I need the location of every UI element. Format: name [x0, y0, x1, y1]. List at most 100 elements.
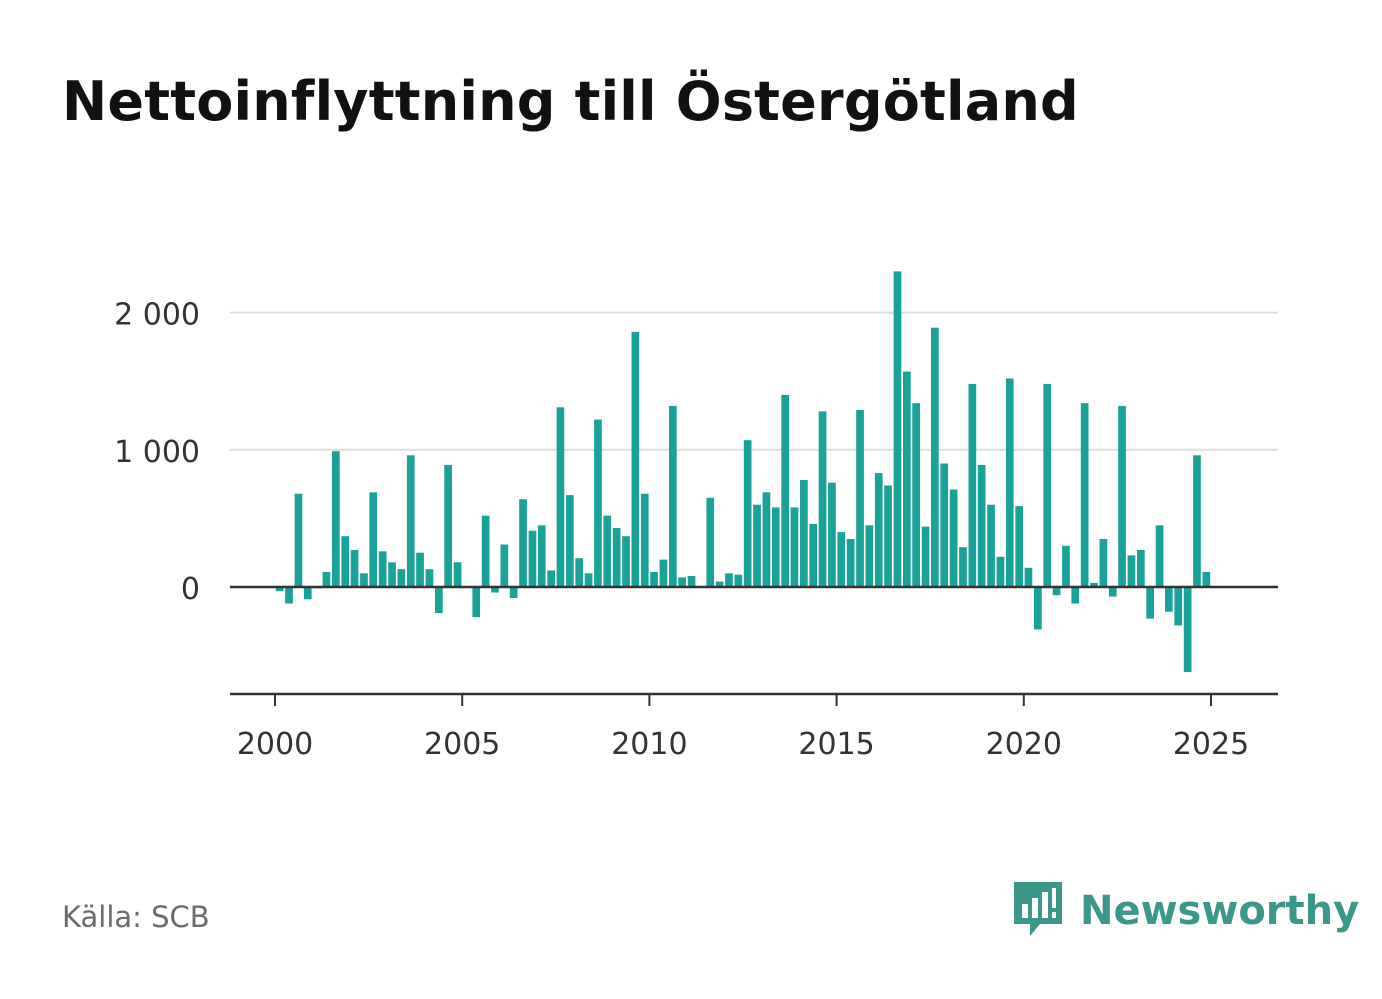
bar: [528, 530, 537, 587]
y-tick-label: 2 000: [114, 298, 200, 333]
bar: [771, 507, 780, 587]
x-tick-labels: 2000 2005 2010 2015 2020 2025: [237, 727, 1249, 762]
gridlines: [230, 311, 1278, 451]
bar: [706, 497, 715, 587]
bar: [1024, 567, 1033, 587]
bar: [1193, 455, 1201, 587]
bar: [865, 525, 874, 587]
bar: [1052, 587, 1061, 596]
bar: [781, 394, 789, 587]
bar: [1108, 587, 1117, 597]
bar: [996, 556, 1005, 587]
bar: [1080, 403, 1089, 587]
bar: [556, 407, 565, 587]
bar: [650, 571, 658, 587]
bar: [856, 410, 864, 587]
bar: [388, 562, 396, 587]
bar: [1127, 555, 1136, 587]
bar: [566, 495, 574, 587]
bar: [1137, 550, 1145, 587]
bar: [1183, 587, 1192, 673]
bar: [874, 473, 883, 587]
bar: [369, 492, 378, 587]
bar: [537, 525, 546, 587]
bar: [715, 581, 724, 587]
bar: [594, 419, 602, 587]
bar: [987, 504, 995, 587]
bar: [603, 515, 612, 587]
bar: [406, 455, 415, 587]
bar: [1118, 405, 1126, 587]
x-tick-label: 2015: [798, 727, 874, 762]
bar: [622, 536, 630, 587]
bar: [1034, 587, 1042, 630]
bar: [725, 573, 733, 587]
bar: [1043, 383, 1052, 587]
bar: [584, 573, 593, 587]
bar: [285, 587, 293, 604]
brand-name: Newsworthy: [1080, 888, 1360, 934]
bar: [341, 536, 350, 587]
bar: [491, 587, 499, 593]
source-note: Källa: SCB: [62, 900, 210, 934]
bar: [1071, 587, 1080, 604]
bar: [949, 489, 958, 587]
bar: [809, 523, 818, 587]
bar: [397, 569, 406, 587]
bar: [940, 463, 949, 587]
bar: [977, 464, 986, 587]
bar: [1165, 587, 1173, 612]
bar: [753, 504, 761, 587]
bar: [762, 492, 771, 587]
bar: [1090, 582, 1098, 587]
bar: [519, 499, 527, 587]
bar: [1146, 587, 1154, 619]
bar: [481, 515, 490, 587]
bar: [837, 532, 846, 587]
bar: [612, 528, 621, 587]
bar: [435, 587, 443, 614]
bar: [1099, 539, 1108, 587]
bar: [303, 587, 312, 600]
bar: [631, 331, 640, 587]
bar: [903, 371, 911, 587]
bar: [275, 587, 284, 592]
bar: [1174, 587, 1183, 626]
bar: [846, 539, 855, 587]
bar: [1015, 506, 1023, 587]
x-tick-label: 2020: [986, 727, 1062, 762]
chart-title: Nettoinflyttning till Östergötland: [62, 70, 1079, 133]
bar: [509, 587, 518, 598]
x-tick-label: 2010: [611, 727, 687, 762]
bar: [500, 544, 509, 587]
bar: [884, 485, 892, 587]
bar: [294, 493, 303, 587]
bar: [678, 577, 686, 587]
bar: [350, 550, 359, 587]
bar: [959, 547, 967, 587]
bar: [743, 440, 752, 587]
bar: [322, 571, 331, 587]
y-tick-label: 1 000: [114, 435, 200, 470]
bar: [968, 383, 977, 587]
x-tick-label: 2005: [424, 727, 500, 762]
bar: [444, 464, 452, 587]
bar: [912, 403, 920, 587]
bar: [416, 552, 424, 587]
bar: [1202, 571, 1211, 587]
bar: [360, 573, 368, 587]
bar: [425, 569, 434, 587]
x-tick-label: 2025: [1173, 727, 1249, 762]
bar: [1062, 545, 1070, 587]
bar: [472, 587, 481, 618]
bar: [790, 507, 799, 587]
y-tick-label: 0: [181, 572, 200, 607]
bar: [453, 562, 462, 587]
x-tick-label: 2000: [237, 727, 313, 762]
bar: [669, 405, 677, 587]
bar: [1155, 525, 1164, 587]
bar: [547, 570, 555, 587]
brand-logo: Newsworthy: [1010, 878, 1359, 944]
bar: [931, 327, 939, 587]
bar: [893, 271, 902, 587]
